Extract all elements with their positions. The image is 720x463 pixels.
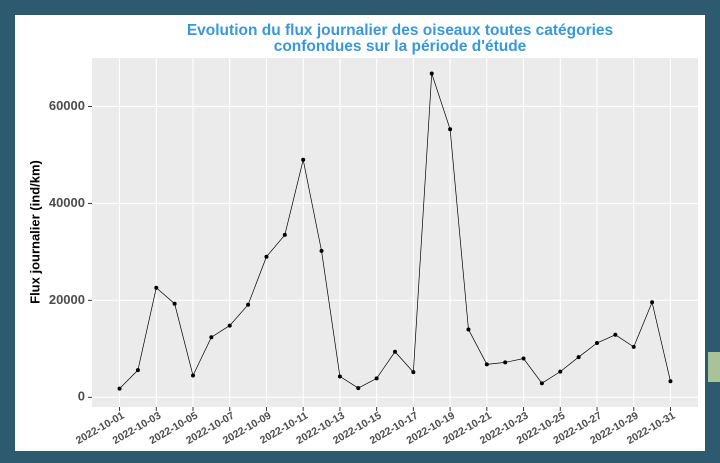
y-tick-label: 40000 bbox=[49, 195, 85, 210]
point bbox=[264, 254, 269, 259]
point bbox=[539, 381, 544, 386]
point bbox=[209, 335, 214, 340]
point bbox=[191, 373, 195, 378]
point bbox=[650, 300, 655, 305]
point bbox=[668, 379, 673, 384]
point bbox=[411, 370, 416, 375]
side-widget bbox=[708, 352, 720, 382]
point bbox=[503, 360, 508, 365]
panel bbox=[92, 58, 698, 407]
y-tick-label: 20000 bbox=[49, 292, 85, 307]
point bbox=[521, 356, 526, 361]
point bbox=[429, 71, 434, 76]
point bbox=[154, 285, 159, 290]
point bbox=[337, 374, 342, 379]
point bbox=[282, 232, 287, 237]
y-tick-label: 0 bbox=[78, 389, 85, 404]
point bbox=[576, 355, 581, 360]
chart-title: Evolution du flux journalier des oiseaux… bbox=[187, 22, 613, 39]
point bbox=[448, 127, 453, 132]
point bbox=[613, 332, 618, 337]
point bbox=[135, 368, 140, 373]
point bbox=[227, 323, 232, 328]
y-tick-label: 60000 bbox=[49, 98, 85, 113]
point bbox=[172, 301, 177, 306]
point bbox=[356, 386, 361, 391]
point bbox=[393, 349, 397, 354]
point bbox=[631, 344, 636, 349]
point bbox=[246, 302, 251, 307]
point bbox=[484, 362, 489, 367]
point bbox=[374, 376, 379, 381]
point bbox=[558, 369, 563, 374]
point bbox=[466, 327, 471, 332]
point bbox=[301, 157, 306, 162]
point bbox=[595, 341, 599, 346]
point bbox=[117, 386, 122, 391]
point bbox=[319, 248, 324, 253]
y-axis-label: Flux journalier (ind/km) bbox=[27, 160, 42, 304]
chart-title: confondues sur la période d'étude bbox=[274, 38, 527, 55]
